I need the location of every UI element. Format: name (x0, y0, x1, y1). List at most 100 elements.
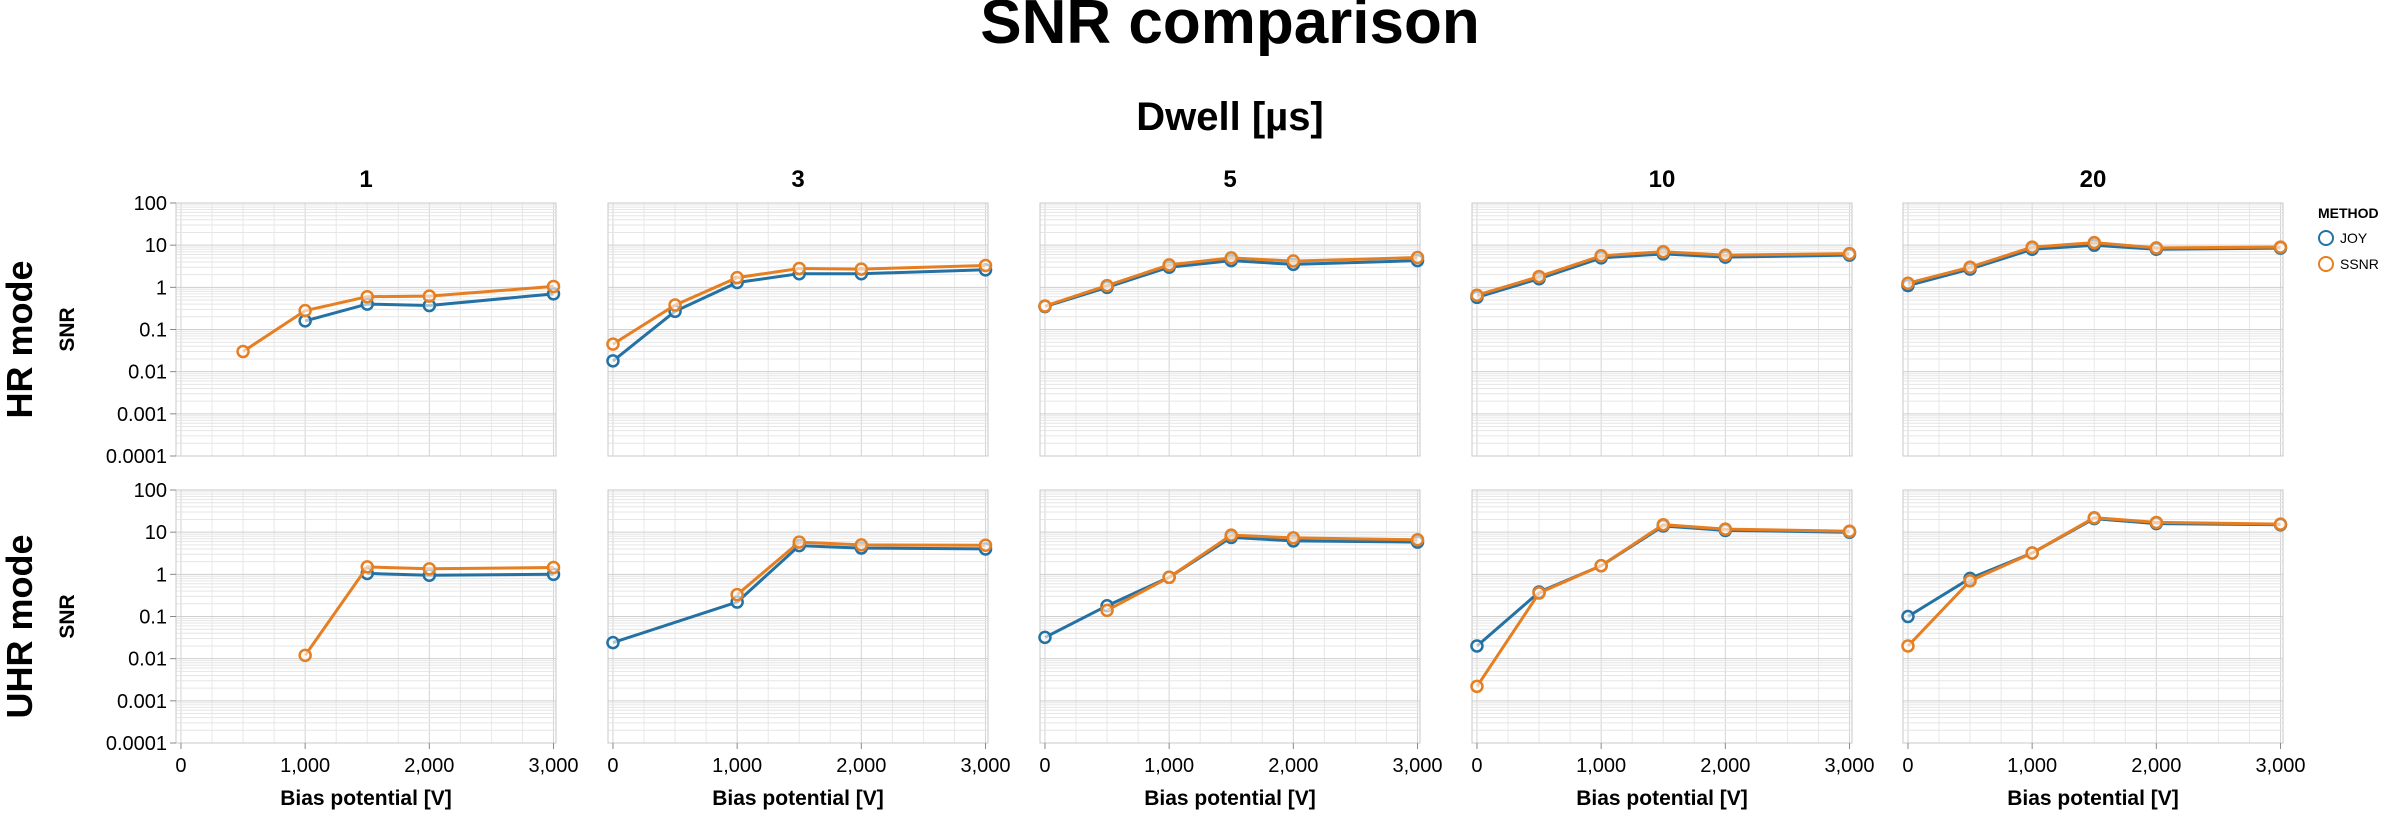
data-point-ssnr (2087, 235, 2101, 250)
data-point-ssnr (546, 560, 561, 575)
series-line-joy (1476, 252, 1850, 299)
chart-title: SNR comparison (980, 0, 1480, 57)
data-point-ssnr (1842, 524, 1857, 539)
panel-hr-dwell-5 (1038, 202, 1425, 457)
y-tick-label: 1 (156, 564, 167, 586)
panel-frame (1902, 202, 2284, 457)
data-point-ssnr (2273, 517, 2288, 531)
x-tick-label: 3,000 (528, 755, 578, 777)
data-point-ssnr (1100, 603, 1114, 618)
data-point-joy (1470, 639, 1484, 653)
data-point-ssnr (1286, 254, 1301, 268)
x-tick-label: 1,000 (1576, 755, 1626, 777)
x-tick-label: 1,000 (2007, 755, 2057, 777)
row-label-hr: HR mode (0, 260, 40, 418)
data-point-ssnr (792, 261, 806, 276)
y-tick-label: 0.0001 (106, 733, 167, 755)
x-tick-label: 2,000 (2131, 755, 2181, 777)
data-point-ssnr (1470, 679, 1484, 694)
data-point-ssnr (1410, 250, 1425, 265)
x-tick-label: 3,000 (1392, 755, 1442, 777)
x-tick-label: 0 (1902, 755, 1913, 777)
data-point-ssnr (1718, 522, 1733, 536)
x-axis-label: Bias potential [V] (2007, 787, 2179, 810)
data-point-ssnr (2273, 240, 2288, 254)
data-point-ssnr (792, 535, 806, 549)
y-tick-label: 100 (134, 480, 167, 502)
panel-hr-dwell-20 (1901, 202, 2288, 457)
y-tick-label: 0.001 (117, 404, 167, 426)
data-point-ssnr (422, 562, 437, 576)
data-point-joy (606, 635, 620, 650)
column-header: Dwell [µs] (1136, 95, 1324, 139)
x-tick-label: 0 (607, 755, 618, 777)
data-point-ssnr (2025, 240, 2039, 254)
series-line-ssnr (1044, 256, 1418, 308)
column-label-5: 5 (1223, 166, 1236, 193)
series-line-ssnr (1475, 523, 1850, 688)
column-label-20: 20 (2080, 166, 2107, 193)
data-point-ssnr (422, 289, 437, 303)
data-point-ssnr (2087, 510, 2101, 525)
column-label-10: 10 (1649, 166, 1676, 193)
row-label-uhr: UHR mode (0, 534, 40, 718)
data-point-ssnr (1901, 639, 1915, 653)
x-axis-label: Bias potential [V] (280, 787, 452, 810)
column-label-3: 3 (791, 166, 804, 193)
y-tick-label: 1 (156, 277, 167, 299)
y-tick-label: 0.001 (117, 691, 167, 713)
series-line-ssnr (303, 565, 554, 657)
data-point-ssnr (2149, 515, 2164, 530)
data-point-ssnr (1162, 258, 1176, 272)
y-tick-label: 0.01 (128, 649, 167, 671)
y-axis-label: SNR (56, 307, 79, 351)
data-point-ssnr (1656, 244, 1670, 259)
data-point-ssnr (1224, 528, 1238, 542)
x-tick-label: 2,000 (1700, 755, 1750, 777)
series-line-joy (612, 268, 986, 363)
panel-uhr-dwell-1: 0.0001 0.001 0.01 0.1 1 10 100 SNR 0 1,000 2,000 3,… (56, 480, 579, 810)
data-point-ssnr (2025, 546, 2039, 560)
y-tick-label: 10 (145, 235, 167, 257)
data-point-ssnr (1656, 517, 1670, 532)
data-point-ssnr (1963, 260, 1977, 274)
panel-grid: 1 3 5 10 200.00010.0010.010.1110100SNR0.0001… (56, 166, 2306, 810)
data-point-joy (1901, 609, 1915, 624)
panel-frame (607, 202, 989, 457)
y-tick-label: 10 (145, 522, 167, 544)
data-point-ssnr (854, 538, 869, 552)
legend-label-joy: JOY (2340, 230, 2368, 246)
data-point-ssnr (546, 279, 561, 294)
data-point-ssnr (978, 538, 993, 552)
data-point-ssnr (606, 337, 620, 351)
data-point-ssnr (1100, 278, 1114, 293)
data-point-ssnr (298, 648, 312, 663)
y-axis-label: SNR (56, 594, 79, 638)
data-point-ssnr (1594, 558, 1608, 573)
data-point-ssnr (1594, 249, 1608, 263)
data-point-ssnr (1224, 251, 1238, 265)
data-point-ssnr (2149, 241, 2164, 255)
legend-label-ssnr: SSNR (2340, 256, 2379, 272)
data-point-ssnr (360, 560, 374, 574)
data-point-ssnr (360, 289, 374, 304)
column-label-1: 1 (359, 166, 372, 193)
x-tick-label: 0 (175, 755, 186, 777)
x-tick-label: 3,000 (1824, 755, 1874, 777)
data-point-ssnr (730, 587, 744, 602)
panel-frame (1471, 202, 1853, 457)
data-point-ssnr (298, 303, 312, 318)
data-point-ssnr (1410, 533, 1425, 547)
legend-title: METHOD (2318, 205, 2379, 221)
panel-uhr-dwell-5: 0 1,000 2,000 3,000 Bias potential [V] (1038, 489, 1443, 810)
series-line-joy (367, 571, 554, 577)
data-point-ssnr (1470, 288, 1484, 302)
panel-frame (1471, 489, 1853, 744)
panel-uhr-dwell-3: 0 1,000 2,000 3,000 Bias potential [V] (606, 489, 1011, 810)
data-point-ssnr (1532, 586, 1546, 600)
x-axis-label: Bias potential [V] (1144, 787, 1316, 810)
legend: METHOD JOY SSNR (2318, 205, 2379, 272)
data-point-ssnr (730, 270, 744, 285)
data-point-ssnr (1286, 531, 1301, 545)
